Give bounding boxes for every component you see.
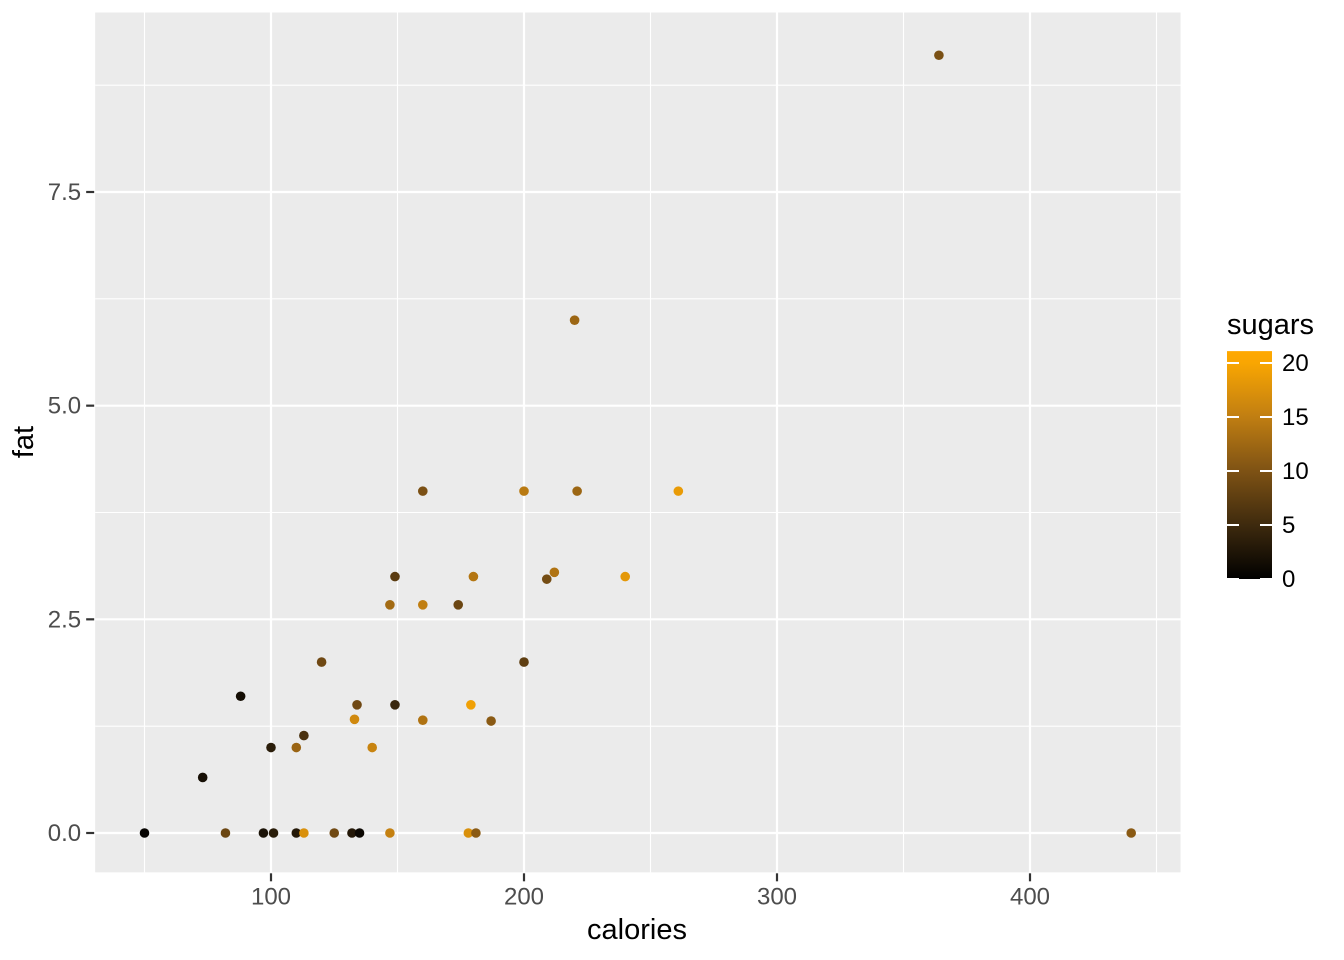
- data-point: [291, 742, 302, 753]
- data-point: [453, 600, 464, 610]
- data-point: [347, 828, 357, 838]
- data-point: [299, 730, 309, 741]
- panel-background: [95, 12, 1181, 873]
- legend-gradient-bar: [1227, 351, 1272, 579]
- data-point: [349, 714, 360, 725]
- x-axis-title: calories: [587, 914, 687, 946]
- data-point: [258, 828, 269, 838]
- legend-tick-label: 10: [1282, 458, 1309, 485]
- data-point: [385, 828, 395, 838]
- data-point: [418, 715, 428, 725]
- data-point: [468, 571, 479, 582]
- data-point: [620, 571, 630, 582]
- data-point: [541, 574, 552, 584]
- data-point: [463, 828, 474, 838]
- y-tick-label: 2.5: [48, 606, 81, 633]
- axis-layer: 100 200 300 400 0.0 2.5 5.0 7.5: [48, 179, 1050, 910]
- data-point: [466, 699, 476, 710]
- data-point: [519, 486, 529, 496]
- data-point: [390, 571, 400, 582]
- data-point: [139, 828, 150, 838]
- data-point: [572, 486, 582, 496]
- legend-tick-label: 20: [1282, 350, 1309, 377]
- data-point: [367, 742, 378, 753]
- data-point: [934, 50, 944, 61]
- data-point: [235, 691, 246, 702]
- data-point: [390, 699, 400, 710]
- x-tick-label: 200: [504, 883, 544, 910]
- x-tick-label: 400: [1010, 883, 1050, 910]
- data-point: [329, 828, 340, 838]
- data-point: [418, 486, 428, 496]
- data-point: [354, 828, 365, 838]
- data-point: [291, 828, 302, 838]
- data-point: [266, 742, 276, 753]
- legend-tick-label: 0: [1282, 566, 1295, 593]
- data-point: [220, 828, 231, 838]
- data-point: [418, 600, 428, 610]
- data-point: [197, 772, 208, 783]
- legend-tick-label: 5: [1282, 512, 1295, 539]
- data-point: [268, 828, 279, 838]
- y-axis-title: fat: [8, 426, 40, 458]
- y-tick-label: 5.0: [48, 393, 81, 420]
- y-tick-label: 7.5: [48, 179, 81, 206]
- data-point: [549, 567, 560, 578]
- data-point: [385, 600, 395, 610]
- legend-tick-label: 15: [1282, 404, 1309, 431]
- data-point: [569, 315, 580, 325]
- data-point: [673, 486, 684, 496]
- data-point: [1126, 828, 1136, 838]
- data-point: [316, 657, 327, 667]
- plot-panel: [95, 12, 1181, 873]
- data-point: [299, 828, 309, 838]
- legend-colorbar: 0 5 10 15 20: [1227, 350, 1309, 593]
- data-point: [352, 699, 362, 710]
- x-tick-label: 300: [757, 883, 797, 910]
- y-tick-label: 0.0: [48, 820, 81, 847]
- legend-title: sugars: [1227, 309, 1314, 341]
- data-point: [519, 657, 529, 667]
- data-point: [486, 716, 496, 726]
- data-points-layer: [139, 50, 1136, 838]
- data-point: [471, 828, 481, 838]
- x-tick-label: 100: [251, 883, 291, 910]
